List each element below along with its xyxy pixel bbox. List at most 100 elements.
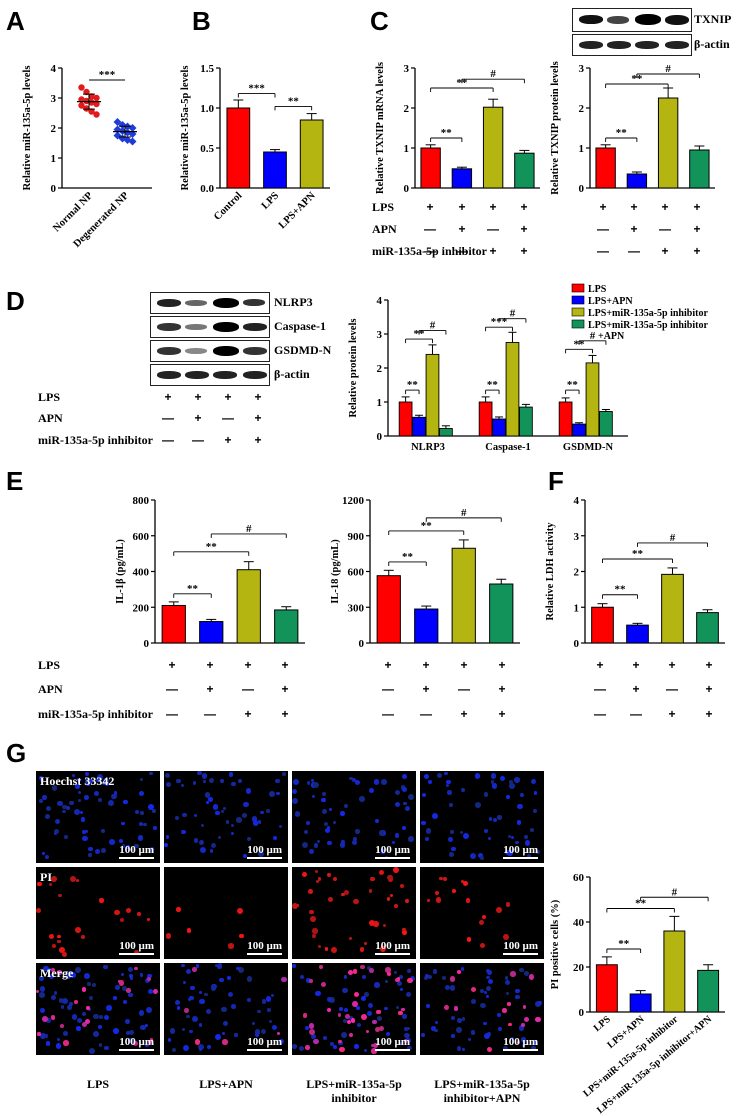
sig-label-d: # [510,308,516,320]
treatment-symbol: + [224,433,232,447]
panel-label-e: E [6,466,24,496]
scale-bar: 100 µm [247,1036,282,1051]
micrograph-hoechst-2: 100 µm [292,771,416,863]
panel-label-b: B [192,6,211,36]
treatment-symbol: + [281,707,289,721]
y-tick-label-E2: 1200 [342,495,365,507]
scale-bar: 100 µm [503,940,538,955]
treatment-symbol: + [194,390,202,404]
treatment-symbol: — [659,222,671,236]
scale-bar: 100 µm [375,1036,410,1051]
treatment-symbol: — [420,707,432,721]
treatment-symbol: + [693,222,701,236]
y-tick-label-E1: 0 [144,638,150,650]
bar-F [591,606,614,644]
bar-C2 [657,97,679,189]
bar-C1 [514,152,535,189]
bar-F [661,573,684,644]
scale-bar: 100 µm [503,1036,538,1051]
treatment-symbol: — [594,707,606,721]
micrograph-pi-2: 100 µm [292,867,416,959]
treatment-symbol: + [244,658,252,672]
bar-E1 [274,609,299,644]
sig-label-E2: ** [421,520,433,532]
gsdmd-n-blot-band [150,340,270,362]
treatment-symbol: — [166,707,178,721]
treatment-symbol: — [192,433,204,447]
y-axis-label-C2: Relative TXNIP protein levels [550,61,561,194]
treatment-symbol: + [661,244,669,258]
treatment-symbol: + [693,244,701,258]
treatment-symbol: — [424,222,436,236]
scale-bar: 100 µm [375,940,410,955]
bar-F [626,624,649,644]
micrograph-row-label: Hoechst 33342 [40,774,115,788]
data-point-a [88,99,95,106]
x-tick-label-g: LPS [592,1014,613,1034]
sig-label-C2: ** [616,127,628,139]
treatment-symbol: — [162,411,174,425]
bar-d [439,428,453,437]
treatment-symbol: — [382,682,394,696]
y-tick-label-D: 3 [377,329,383,341]
scale-bar: 100 µm [119,1036,154,1051]
panel-label-d: D [6,286,25,316]
blot-label-gsdmd-n: GSDMD-N [274,343,332,357]
legend-label-d: +APN [598,331,625,342]
bar-C2 [595,147,616,189]
treatment-symbol: — [242,682,254,696]
legend-swatch-d [571,307,585,317]
legend-swatch-d [571,283,585,293]
legend-swatch-d [571,319,585,329]
treatment-symbol: — [597,244,609,258]
sig-label-B: *** [248,83,265,95]
legend-swatch-d [571,295,585,305]
treatment-symbol: + [693,200,701,214]
sig-label-d: # [590,330,596,342]
bar-d [519,406,533,437]
treatment-symbol: + [705,658,713,672]
sig-label-d: ** [487,379,499,391]
bar-d [572,423,586,437]
y-tick-label-F: 3 [574,531,580,543]
data-point-a [93,100,100,108]
sig-label-F: ** [632,548,644,560]
treatment-symbol: + [194,411,202,425]
treatment-label: miR-135a-5p inhibitor [372,244,488,258]
y-tick-label-E2: 900 [348,531,365,543]
sig-label-E1: # [246,523,252,535]
y-axis-label-E1: IL-1β (pg/mL) [115,539,126,604]
y-tick-label-B: 1.5 [200,63,214,75]
treatment-symbol: — [222,411,234,425]
sig-label-E2: ** [402,551,414,563]
treatment-symbol: + [668,658,676,672]
y-tick-label-A: 1 [51,153,57,165]
txnip-blot-band [572,8,692,32]
treatment-symbol: — [666,682,678,696]
treatment-symbol: + [596,658,604,672]
treatment-symbol: + [458,200,466,214]
bar-G [663,930,686,1013]
sig-label-C1: ** [441,127,453,139]
y-tick-label-E1: 400 [133,567,150,579]
sig-label-E1: ** [187,583,199,595]
treatment-symbol: — [162,433,174,447]
treatment-symbol: + [384,658,392,672]
micrograph-merge-1: 100 µm [164,963,288,1055]
y-tick-label-D: 4 [377,295,383,307]
legend-label-d: LPS+miR-135a-5p inhibitor [588,320,708,331]
y-tick-label-F: 1 [574,602,580,614]
sig-label-G: ** [618,938,630,950]
data-point-a [128,137,137,146]
y-tick-label-E2: 300 [348,602,365,614]
bar-C1 [451,168,473,189]
y-tick-label-C1: 2 [404,103,410,115]
blot-label-caspase-1: Caspase-1 [274,319,327,333]
treatment-symbol: + [705,682,713,696]
sig-label-a: *** [99,69,116,81]
bar-C1 [420,147,441,189]
y-tick-label-E1: 800 [133,495,150,507]
y-tick-label-G: 60 [573,872,585,884]
y-tick-label-A: 0 [51,183,57,195]
treatment-symbol: + [164,390,172,404]
